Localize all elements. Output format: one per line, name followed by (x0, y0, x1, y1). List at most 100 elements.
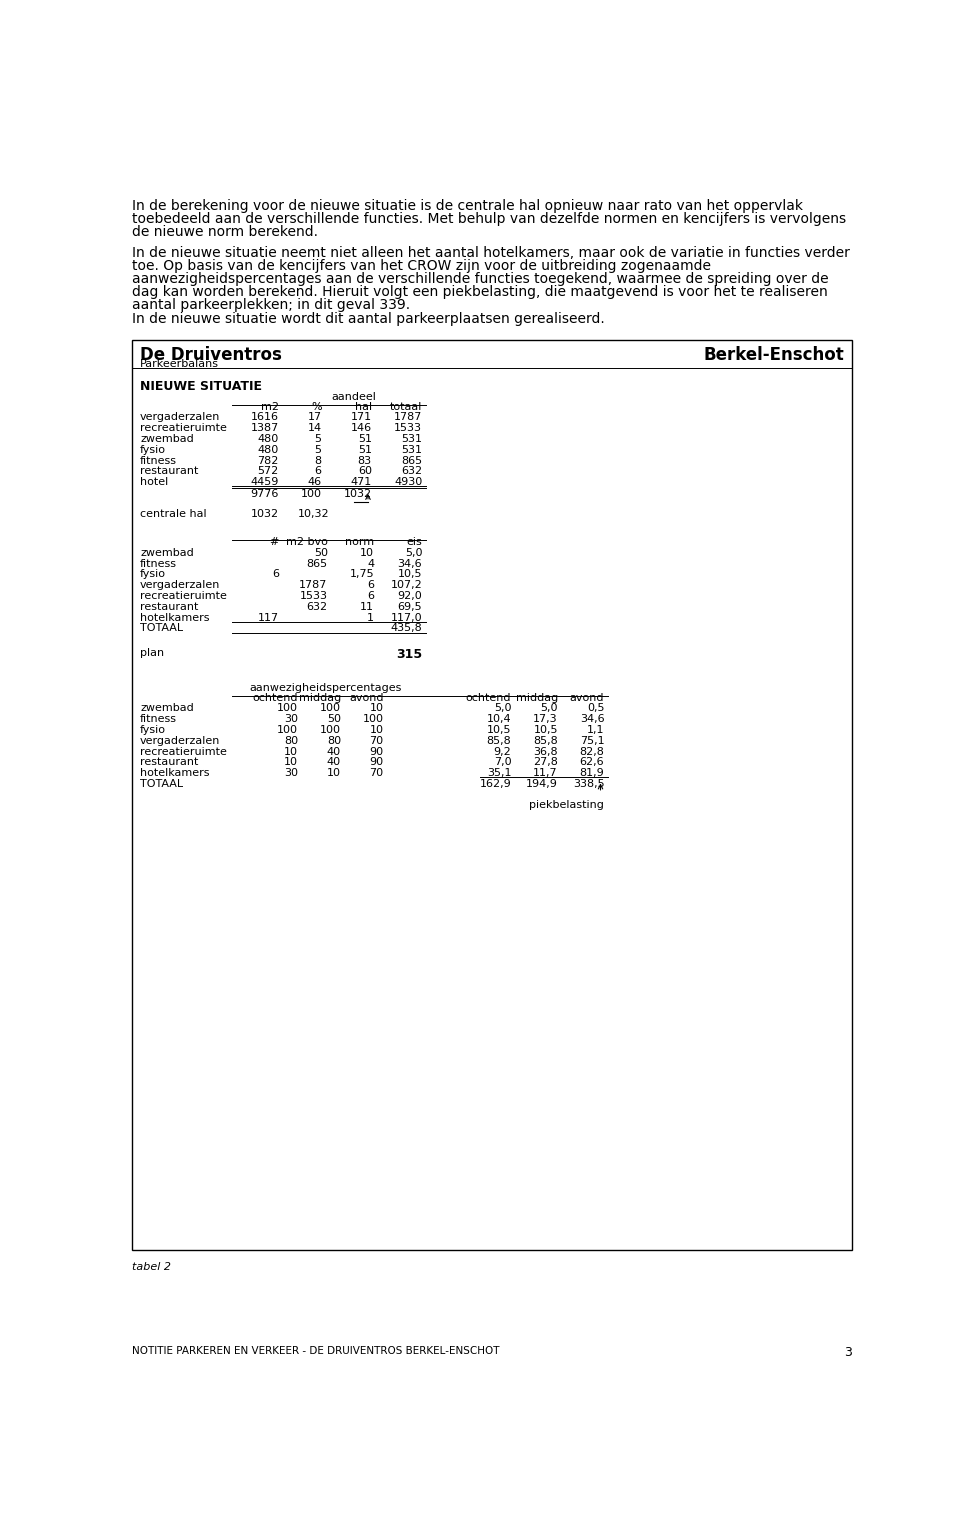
Text: 40: 40 (326, 747, 341, 756)
Text: 1533: 1533 (300, 591, 327, 602)
Text: 51: 51 (358, 444, 372, 455)
Text: 1032: 1032 (251, 510, 278, 519)
Text: aandeel: aandeel (331, 392, 376, 401)
Text: 531: 531 (401, 444, 422, 455)
Text: 75,1: 75,1 (580, 736, 605, 746)
Text: 17,3: 17,3 (533, 715, 558, 724)
Text: centrale hal: centrale hal (140, 510, 206, 519)
Text: 10,5: 10,5 (487, 726, 512, 735)
Text: 4: 4 (367, 559, 374, 568)
Text: 30: 30 (284, 715, 299, 724)
Text: m2: m2 (261, 401, 278, 412)
Text: #: # (270, 537, 278, 547)
Text: De Druiventros: De Druiventros (140, 346, 282, 364)
Text: zwembad: zwembad (140, 433, 194, 444)
Text: 100: 100 (277, 726, 299, 735)
Text: 1616: 1616 (251, 412, 278, 423)
Text: In de nieuwe situatie wordt dit aantal parkeerplaatsen gerealiseerd.: In de nieuwe situatie wordt dit aantal p… (132, 311, 605, 326)
Text: 435,8: 435,8 (391, 623, 422, 634)
Text: aanwezigheidspercentages: aanwezigheidspercentages (250, 683, 401, 692)
Text: NOTITIE PARKEREN EN VERKEER - DE DRUIVENTROS BERKEL-ENSCHOT: NOTITIE PARKEREN EN VERKEER - DE DRUIVEN… (132, 1346, 500, 1356)
Text: TOTAAL: TOTAAL (140, 779, 183, 788)
Text: 1,75: 1,75 (349, 570, 374, 580)
Text: 5,0: 5,0 (405, 548, 422, 557)
Text: 83: 83 (358, 456, 372, 465)
Text: zwembad: zwembad (140, 703, 194, 713)
Text: 6: 6 (368, 591, 374, 602)
Bar (132, 340, 852, 1251)
Text: 5: 5 (315, 433, 322, 444)
Text: 100: 100 (277, 703, 299, 713)
Text: 1: 1 (368, 612, 374, 623)
Text: 1032: 1032 (344, 490, 372, 499)
Text: fitness: fitness (140, 456, 178, 465)
Text: 85,8: 85,8 (487, 736, 512, 746)
Text: Berkel-Enschot: Berkel-Enschot (703, 346, 844, 364)
Text: 10: 10 (360, 548, 374, 557)
Text: 6: 6 (315, 467, 322, 476)
Text: ochtend: ochtend (466, 692, 512, 703)
Text: 5: 5 (315, 444, 322, 455)
Text: fysio: fysio (140, 444, 166, 455)
Text: 90: 90 (370, 747, 383, 756)
Text: 4459: 4459 (251, 478, 278, 487)
Text: m2 bvo: m2 bvo (286, 537, 327, 547)
Text: 7,0: 7,0 (493, 758, 512, 767)
Text: In de berekening voor de nieuwe situatie is de centrale hal opnieuw naar rato va: In de berekening voor de nieuwe situatie… (132, 199, 804, 213)
Text: 480: 480 (257, 433, 278, 444)
Text: recreatieruimte: recreatieruimte (140, 423, 227, 433)
Text: 338,5: 338,5 (573, 779, 605, 788)
Text: 10: 10 (284, 758, 299, 767)
Text: 17: 17 (307, 412, 322, 423)
Text: 85,8: 85,8 (533, 736, 558, 746)
Text: 100: 100 (363, 715, 383, 724)
Text: 46: 46 (307, 478, 322, 487)
Text: 80: 80 (326, 736, 341, 746)
Text: hotelkamers: hotelkamers (140, 612, 209, 623)
Text: 531: 531 (401, 433, 422, 444)
Text: hal: hal (355, 401, 372, 412)
Text: 632: 632 (306, 602, 327, 612)
Text: 11,7: 11,7 (533, 769, 558, 778)
Text: 9776: 9776 (251, 490, 278, 499)
Text: 10: 10 (284, 747, 299, 756)
Text: 1387: 1387 (251, 423, 278, 433)
Text: 1533: 1533 (395, 423, 422, 433)
Text: 865: 865 (306, 559, 327, 568)
Text: 8: 8 (314, 456, 322, 465)
Text: 865: 865 (401, 456, 422, 465)
Text: 782: 782 (257, 456, 278, 465)
Text: middag: middag (299, 692, 341, 703)
Text: avond: avond (570, 692, 605, 703)
Text: totaal: totaal (390, 401, 422, 412)
Text: toebedeeld aan de verschillende functies. Met behulp van dezelfde normen en kenc: toebedeeld aan de verschillende functies… (132, 213, 847, 227)
Text: 81,9: 81,9 (580, 769, 605, 778)
Text: 36,8: 36,8 (533, 747, 558, 756)
Text: 117,0: 117,0 (391, 612, 422, 623)
Text: 10,32: 10,32 (298, 510, 329, 519)
Text: NIEUWE SITUATIE: NIEUWE SITUATIE (140, 380, 262, 393)
Text: fitness: fitness (140, 715, 178, 724)
Text: middag: middag (516, 692, 558, 703)
Text: 117: 117 (257, 612, 278, 623)
Text: 6: 6 (368, 580, 374, 591)
Text: 82,8: 82,8 (580, 747, 605, 756)
Text: toe. Op basis van de kencijfers van het CROW zijn voor de uitbreiding zogenaamde: toe. Op basis van de kencijfers van het … (132, 259, 711, 273)
Text: plan: plan (140, 648, 164, 658)
Text: hotelkamers: hotelkamers (140, 769, 209, 778)
Text: restaurant: restaurant (140, 602, 199, 612)
Text: 10: 10 (370, 703, 383, 713)
Text: 480: 480 (257, 444, 278, 455)
Text: 69,5: 69,5 (397, 602, 422, 612)
Text: 100: 100 (300, 490, 322, 499)
Text: 70: 70 (370, 736, 383, 746)
Text: TOTAAL: TOTAAL (140, 623, 183, 634)
Text: 471: 471 (350, 478, 372, 487)
Text: 100: 100 (320, 726, 341, 735)
Text: restaurant: restaurant (140, 758, 199, 767)
Text: 4930: 4930 (394, 478, 422, 487)
Text: 30: 30 (284, 769, 299, 778)
Text: 70: 70 (370, 769, 383, 778)
Text: 50: 50 (326, 715, 341, 724)
Text: fitness: fitness (140, 559, 178, 568)
